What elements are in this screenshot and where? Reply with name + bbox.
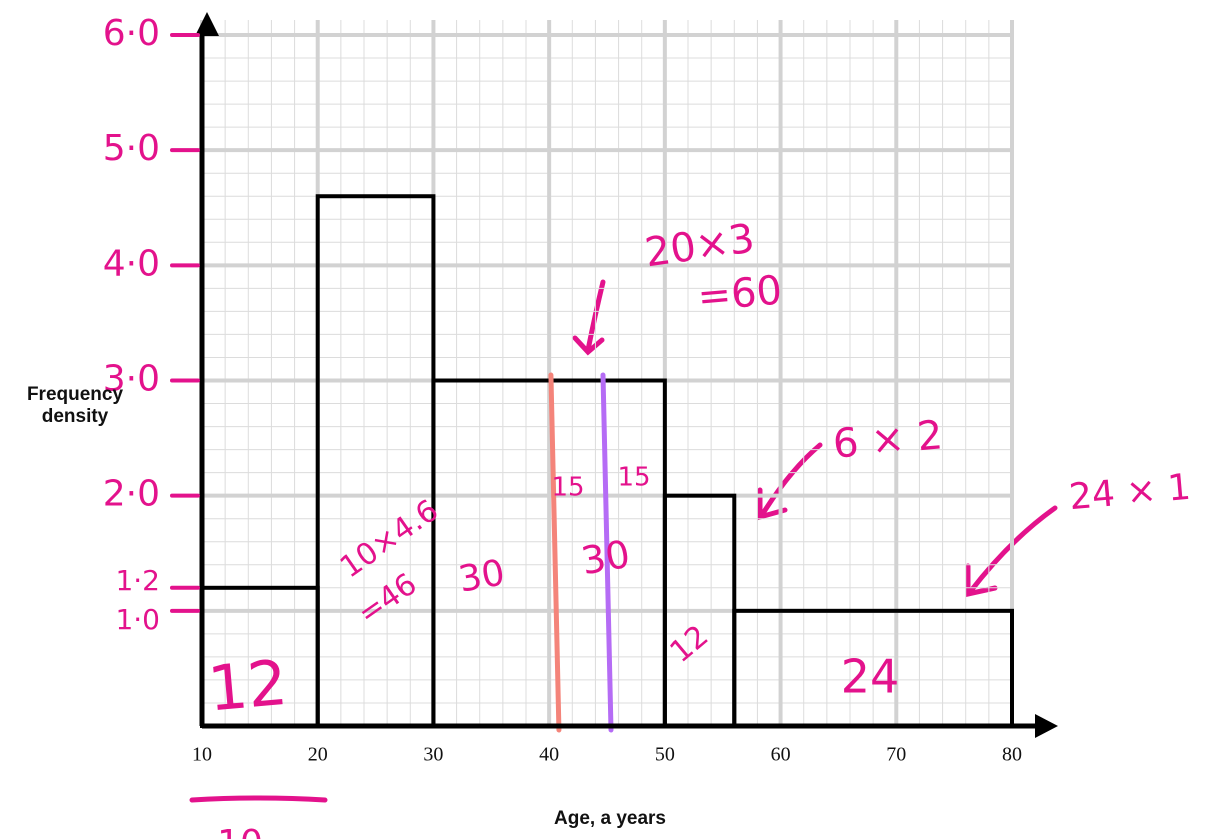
bar xyxy=(315,194,436,728)
x-tick-label: 30 xyxy=(423,744,443,766)
y-axis-label: Frequency density xyxy=(26,384,124,427)
arrow xyxy=(572,279,606,356)
annotation: 12 xyxy=(205,646,290,726)
x-tick-label: 60 xyxy=(771,744,791,766)
y-tick-label: 3·0 xyxy=(103,359,160,400)
annotation: 30 xyxy=(456,552,508,600)
annotation-line xyxy=(600,372,614,733)
x-axis-label: Age, a years xyxy=(554,808,666,829)
annotation: 10×4.6 xyxy=(334,493,445,585)
x-tick-label: 80 xyxy=(1002,744,1022,766)
annotation: 10 xyxy=(217,823,263,839)
annotation: 24 xyxy=(841,650,900,704)
x-tick-label: 50 xyxy=(655,744,675,766)
y-tick-label: 1·0 xyxy=(115,603,160,636)
y-tick-label: 5·0 xyxy=(103,128,160,169)
y-tick-label: 6·0 xyxy=(103,13,160,54)
y-tick-label: 2·0 xyxy=(103,474,160,515)
y-tick-label: 1·2 xyxy=(115,564,160,597)
annotation: 15 xyxy=(617,463,650,493)
annotation: 12 xyxy=(663,619,715,670)
x-tick-label: 40 xyxy=(539,744,559,766)
annotation: 30 xyxy=(578,532,633,584)
annotation: 15 xyxy=(551,473,584,503)
annotation: 6 × 2 xyxy=(831,412,944,467)
x-tick-label: 70 xyxy=(886,744,906,766)
x-axis-arrow xyxy=(1035,714,1058,738)
underline xyxy=(189,795,328,803)
y-tick-label: 4·0 xyxy=(103,243,160,284)
x-tick-label: 20 xyxy=(308,744,328,766)
arrow xyxy=(757,442,823,521)
y-axis-arrow xyxy=(195,12,219,36)
annotation: =60 xyxy=(696,267,784,320)
annotation-line xyxy=(548,372,562,733)
x-tick-label: 10 xyxy=(192,744,212,766)
grid xyxy=(200,20,1014,726)
annotation: 24 × 1 xyxy=(1067,467,1192,518)
